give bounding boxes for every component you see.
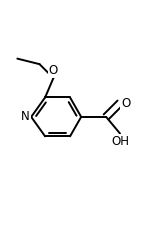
Text: O: O <box>121 97 131 109</box>
Text: O: O <box>49 64 58 77</box>
Text: OH: OH <box>111 135 129 148</box>
Text: N: N <box>21 110 30 123</box>
